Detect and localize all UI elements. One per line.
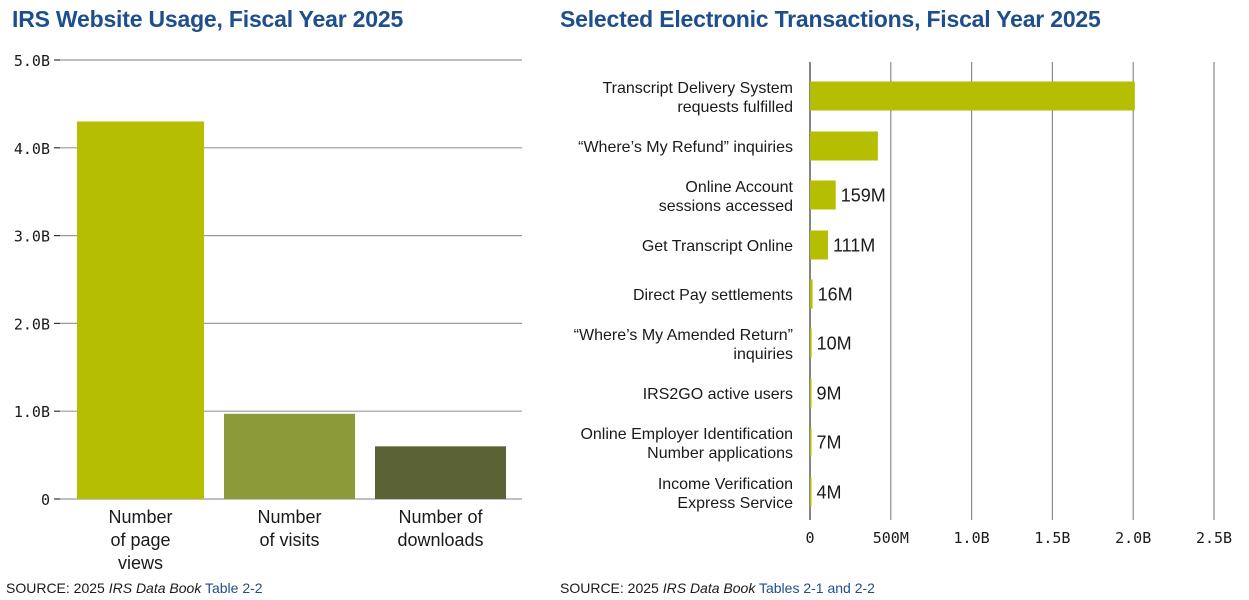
bar xyxy=(810,180,836,210)
x-tick-label: Number of page views xyxy=(108,507,172,573)
data-label: 16M xyxy=(818,285,853,305)
bar xyxy=(810,230,828,260)
x-tick-label: Number of visits xyxy=(257,507,321,550)
y-tick-label: Direct Pay settlements xyxy=(633,287,793,304)
website-usage-source: SOURCE: 2025 IRS Data Book Table 2-2 xyxy=(6,580,263,596)
x-tick-label: 0 xyxy=(805,529,814,547)
data-label: 111M xyxy=(833,236,875,256)
source-prefix: SOURCE: 2025 xyxy=(560,580,663,596)
bar xyxy=(810,378,812,408)
source-table-link[interactable]: Tables 2-1 and 2-2 xyxy=(758,580,875,596)
bar xyxy=(810,81,1135,111)
y-tick-label: 3.0B xyxy=(14,228,50,246)
y-tick-label: “Where’s My Amended Return” inquiries xyxy=(574,327,793,363)
y-tick-label: Get Transcript Online xyxy=(642,238,793,255)
bar xyxy=(810,131,878,161)
y-tick-label: “Where’s My Refund” inquiries xyxy=(578,139,793,156)
bar xyxy=(375,446,506,499)
x-tick-label: 2.5B xyxy=(1196,529,1232,547)
y-tick-label: 0 xyxy=(41,491,50,509)
bar xyxy=(810,328,812,358)
y-tick-label: 4.0B xyxy=(14,140,50,158)
x-tick-label: 1.0B xyxy=(954,529,990,547)
source-table-link[interactable]: Table 2-2 xyxy=(204,580,263,596)
data-label: 10M xyxy=(817,334,852,354)
y-tick-label: Online Account sessions accessed xyxy=(659,179,794,215)
y-tick-label: 5.0B xyxy=(14,52,50,70)
y-tick-label: Online Employer Identification Number app… xyxy=(580,426,793,462)
y-tick-label: 1.0B xyxy=(14,403,50,421)
data-label: 9M xyxy=(817,384,842,404)
y-tick-label: IRS2GO active users xyxy=(643,386,793,403)
electronic-transactions-title: Selected Electronic Transactions, Fiscal… xyxy=(560,6,1101,32)
bar xyxy=(810,427,812,457)
x-tick-label: 2.0B xyxy=(1115,529,1151,547)
website-usage-chart: 0 1.0B 2.0B 3.0B 4.0B 5.0B Number of page views N… xyxy=(14,52,522,573)
data-label: 4M xyxy=(817,483,842,503)
electronic-transactions-source: SOURCE: 2025 IRS Data Book Tables 2-1 an… xyxy=(560,580,875,596)
y-tick-label: Income Verification Express Service xyxy=(658,476,793,512)
y-tick-label: 2.0B xyxy=(14,315,50,333)
data-label: 7M xyxy=(817,433,842,453)
website-usage-title: IRS Website Usage, Fiscal Year 2025 xyxy=(12,6,404,32)
y-tick-label: Transcript Delivery System requests fulfi… xyxy=(602,80,793,116)
bar xyxy=(810,477,812,507)
x-tick-label: Number of downloads xyxy=(397,507,483,550)
bar xyxy=(77,121,204,500)
electronic-transactions-chart: 0 500M 1.0B 1.5B 2.0B 2.5B Transcript Delivery… xyxy=(574,62,1232,547)
bar xyxy=(810,279,813,309)
x-tick-label: 500M xyxy=(873,529,909,547)
source-publication: IRS Data Book xyxy=(662,580,756,596)
data-label: 159M xyxy=(841,186,886,206)
bar xyxy=(224,413,355,499)
source-prefix: SOURCE: 2025 xyxy=(6,580,109,596)
source-publication: IRS Data Book xyxy=(108,580,202,596)
x-tick-label: 1.5B xyxy=(1034,529,1070,547)
